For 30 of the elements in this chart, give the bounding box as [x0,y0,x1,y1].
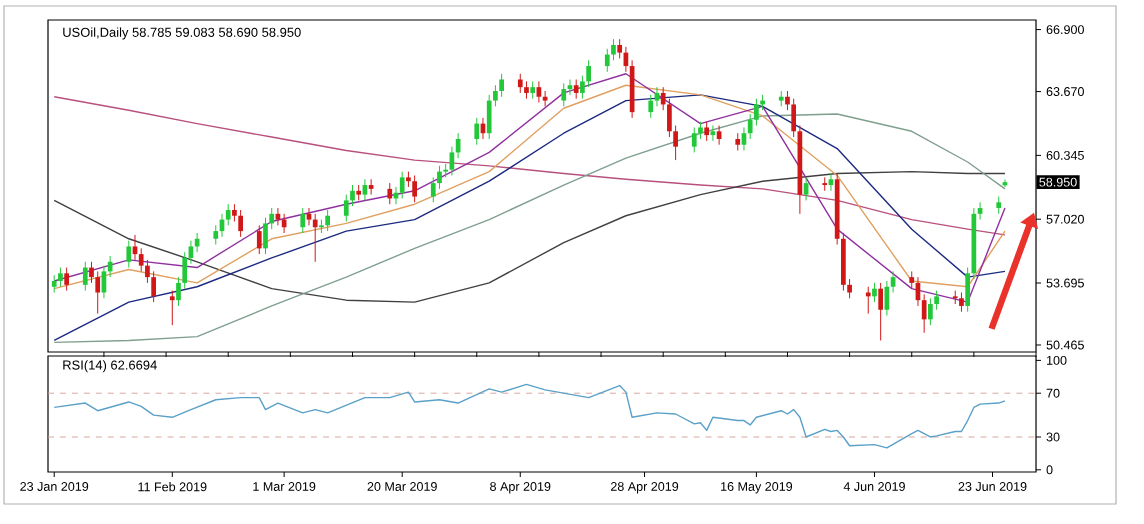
line-series [53,96,1006,236]
candlestick [82,261,88,292]
candlestick [561,82,567,107]
candlestick [959,292,964,313]
candlestick [387,182,393,205]
candlestick [691,126,697,153]
candlestick [872,282,877,303]
candlestick [573,78,579,100]
candlestick [312,213,318,263]
candlestick [325,209,330,232]
candlestick [58,267,63,288]
candlestick [412,174,417,203]
candlestick [499,73,504,98]
line-series [53,383,1006,449]
candlestick [169,290,175,326]
candlestick [648,94,654,119]
candlestick [399,171,405,199]
candlestick [517,73,523,94]
candlestick [704,121,710,142]
candlestick [300,207,306,234]
candlestick [256,224,262,255]
candlestick [238,209,243,238]
candlestick [126,240,132,269]
line-series [53,170,1006,303]
candlestick [928,297,933,326]
candlestick [474,117,480,146]
candlestick [878,282,884,341]
candlestick [822,176,828,192]
candlestick [95,270,101,315]
candlestick [64,267,69,292]
